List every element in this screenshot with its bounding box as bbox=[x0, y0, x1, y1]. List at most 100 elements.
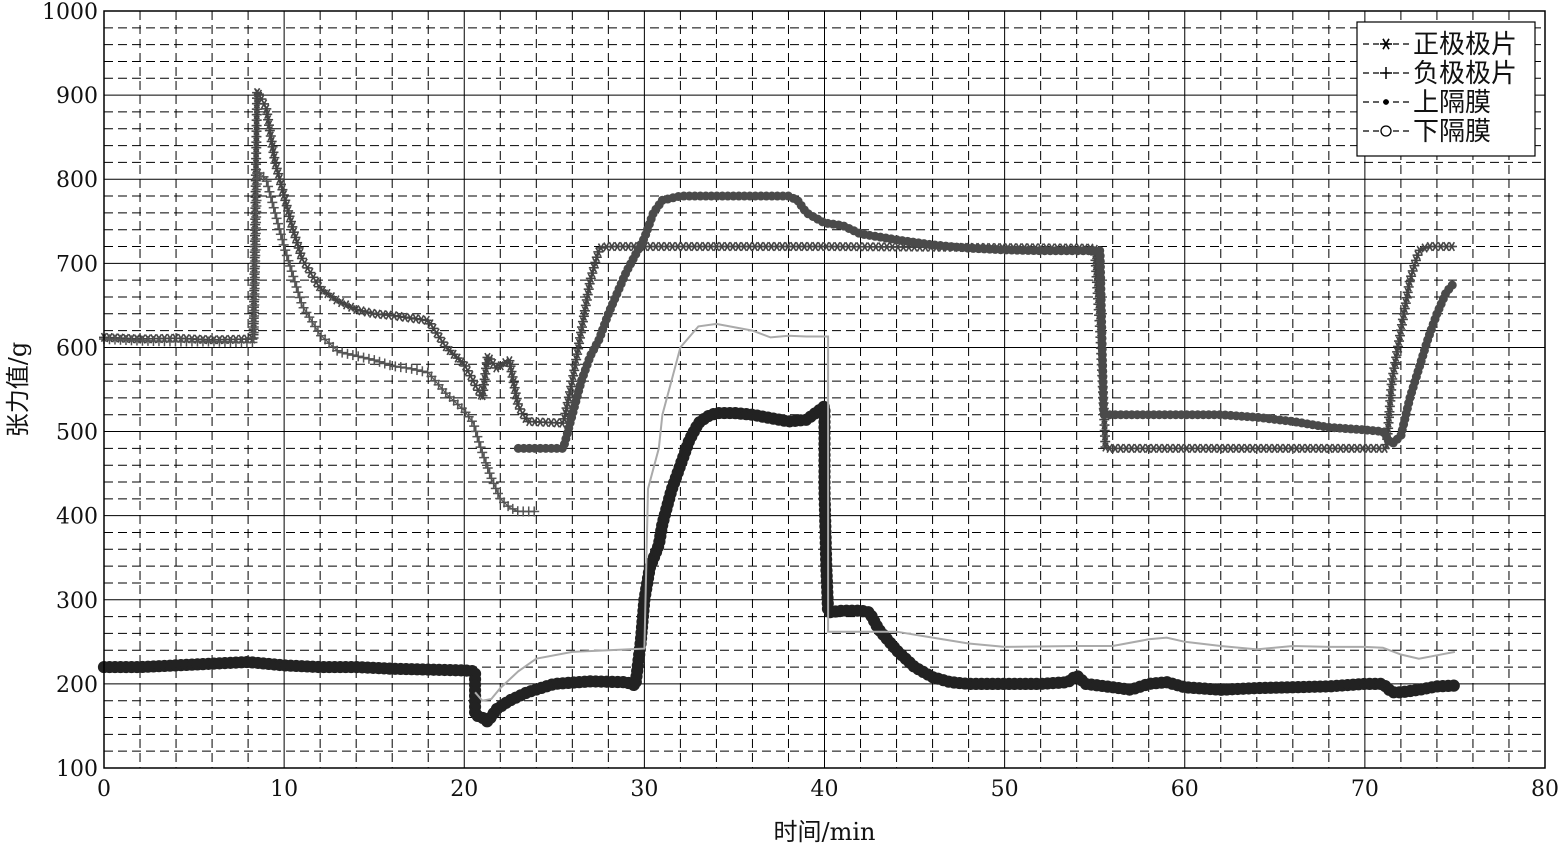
y-tick-label: 200 bbox=[56, 673, 98, 698]
data-point bbox=[293, 287, 304, 298]
y-tick-label: 1000 bbox=[42, 0, 98, 25]
data-point bbox=[292, 237, 303, 248]
axis-ticks: 0 10 20 30 40 50 60 70 80 100 200 300 400 500 600 700 80… bbox=[42, 0, 1559, 802]
series-2 bbox=[99, 167, 540, 517]
data-point bbox=[595, 243, 606, 253]
data-point bbox=[265, 192, 276, 203]
data-point bbox=[480, 457, 491, 468]
legend-label: 正极极片 bbox=[1413, 30, 1517, 60]
data-point bbox=[1447, 679, 1460, 692]
legend-item: 正极极片 bbox=[1363, 30, 1517, 60]
x-tick-label: 70 bbox=[1351, 777, 1379, 802]
data-point bbox=[271, 213, 282, 224]
data-point bbox=[1404, 276, 1415, 287]
data-point bbox=[285, 260, 296, 271]
data-point bbox=[284, 211, 295, 221]
data-point bbox=[356, 306, 367, 316]
x-tick-label: 30 bbox=[630, 777, 658, 802]
legend-label: 上隔膜 bbox=[1413, 88, 1491, 118]
data-point bbox=[337, 347, 348, 358]
data-point bbox=[1380, 38, 1392, 50]
data-point bbox=[332, 345, 343, 356]
data-point bbox=[295, 248, 306, 258]
data-point bbox=[585, 273, 596, 284]
data-point bbox=[1409, 260, 1420, 271]
y-axis-label: 张力值/g bbox=[4, 342, 32, 437]
data-point bbox=[247, 337, 258, 348]
data-point bbox=[466, 416, 477, 427]
data-point bbox=[285, 216, 296, 227]
x-tick-label: 80 bbox=[1531, 777, 1559, 802]
data-point bbox=[1383, 99, 1389, 105]
data-point bbox=[263, 181, 274, 192]
data-point bbox=[590, 257, 601, 268]
data-point bbox=[289, 276, 300, 287]
data-point bbox=[293, 243, 304, 253]
y-tick-label: 700 bbox=[56, 252, 98, 277]
data-point bbox=[276, 179, 287, 190]
data-point bbox=[479, 452, 490, 463]
series-line bbox=[474, 322, 1456, 702]
data-point bbox=[472, 431, 483, 442]
legend-marker bbox=[1380, 125, 1392, 137]
data-point bbox=[448, 349, 459, 360]
data-point bbox=[353, 351, 364, 362]
data-point bbox=[1410, 255, 1421, 266]
series-5 bbox=[474, 322, 1456, 702]
legend-item: 下隔膜 bbox=[1363, 117, 1491, 147]
x-tick-label: 0 bbox=[97, 777, 111, 802]
data-point bbox=[401, 362, 412, 373]
data-point bbox=[456, 357, 467, 367]
series-layer bbox=[97, 87, 1460, 728]
data-point bbox=[274, 174, 285, 184]
data-point bbox=[361, 307, 372, 317]
x-tick-label: 50 bbox=[991, 777, 1019, 802]
data-point bbox=[475, 442, 486, 453]
data-point bbox=[406, 363, 417, 374]
data-point bbox=[411, 365, 422, 376]
data-point bbox=[369, 355, 380, 366]
data-point bbox=[1446, 241, 1457, 252]
data-point bbox=[1447, 280, 1457, 290]
data-point bbox=[294, 292, 305, 303]
y-tick-label: 600 bbox=[56, 336, 98, 361]
data-point bbox=[273, 218, 284, 229]
data-point bbox=[281, 250, 292, 261]
data-point bbox=[264, 186, 275, 197]
y-tick-label: 400 bbox=[56, 505, 98, 530]
plot-frame bbox=[103, 10, 1546, 769]
data-point bbox=[277, 234, 288, 245]
series-4 bbox=[97, 400, 1460, 728]
x-tick-label: 10 bbox=[270, 777, 298, 802]
data-point bbox=[395, 362, 406, 373]
data-point bbox=[587, 268, 598, 278]
data-point bbox=[469, 421, 480, 432]
x-axis-label: 时间/min bbox=[774, 818, 876, 846]
x-tick-label: 20 bbox=[450, 777, 478, 802]
y-tick-label: 900 bbox=[56, 84, 98, 109]
data-point bbox=[290, 232, 301, 243]
data-point bbox=[492, 488, 503, 499]
data-point bbox=[270, 208, 281, 219]
x-tick-label: 60 bbox=[1171, 777, 1199, 802]
data-point bbox=[274, 223, 285, 234]
data-point bbox=[283, 206, 294, 216]
data-point bbox=[379, 358, 390, 369]
data-point bbox=[591, 252, 602, 262]
data-point bbox=[417, 366, 428, 377]
data-point bbox=[474, 436, 485, 447]
legend-label: 负极极片 bbox=[1413, 59, 1517, 89]
y-tick-label: 500 bbox=[56, 421, 98, 446]
data-point bbox=[270, 158, 281, 168]
data-point bbox=[1380, 67, 1392, 79]
data-point bbox=[271, 163, 282, 174]
data-point bbox=[347, 350, 358, 361]
data-point bbox=[529, 506, 540, 517]
y-tick-label: 800 bbox=[56, 168, 98, 193]
x-tick-label: 40 bbox=[811, 777, 839, 802]
data-point bbox=[440, 341, 451, 352]
data-point bbox=[1419, 243, 1430, 253]
legend-item: 负极极片 bbox=[1363, 59, 1517, 89]
